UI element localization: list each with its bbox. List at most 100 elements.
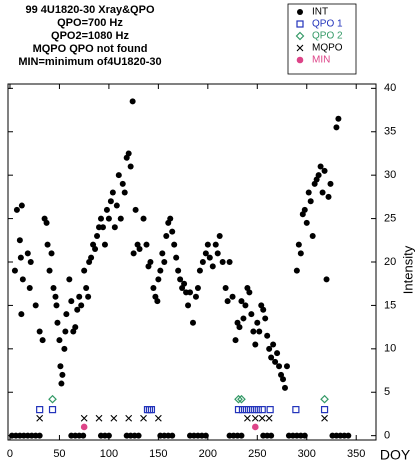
x-tick-label: 200 <box>199 448 217 460</box>
point <box>325 193 332 200</box>
point <box>234 406 243 414</box>
point <box>74 306 81 313</box>
point <box>97 215 104 222</box>
x-tick-label: 350 <box>347 448 365 460</box>
legend-marker <box>297 9 303 15</box>
point <box>88 254 95 261</box>
point <box>78 302 85 309</box>
point <box>260 306 267 313</box>
point <box>248 311 255 318</box>
point <box>44 241 51 248</box>
point <box>80 432 87 439</box>
legend-label: QPO 2 <box>312 31 343 42</box>
point <box>125 150 132 157</box>
point <box>48 394 57 404</box>
point <box>301 432 308 439</box>
point <box>140 215 147 222</box>
point <box>206 254 213 261</box>
point <box>258 414 266 422</box>
point <box>252 341 259 348</box>
point <box>297 250 304 257</box>
point <box>246 289 253 296</box>
point <box>105 432 112 439</box>
point <box>214 250 221 257</box>
point <box>266 345 273 352</box>
point <box>246 406 254 414</box>
point <box>110 414 118 422</box>
point <box>301 206 308 213</box>
point <box>187 289 194 296</box>
point <box>58 380 65 387</box>
point <box>251 414 259 422</box>
point <box>54 319 61 326</box>
point <box>140 414 147 422</box>
legend-marker <box>296 20 304 28</box>
point <box>26 285 33 292</box>
point <box>66 276 73 283</box>
y-tick-label: 5 <box>384 386 390 398</box>
point <box>232 337 239 344</box>
point <box>185 302 192 309</box>
point <box>327 180 334 187</box>
legend-label: MIN <box>312 55 330 66</box>
point <box>272 358 279 365</box>
point <box>85 293 92 300</box>
point <box>129 98 136 105</box>
x-tick-label: 0 <box>7 448 13 460</box>
point <box>202 432 209 439</box>
point <box>237 394 246 404</box>
y-axis-label: Intensity <box>400 245 415 294</box>
point <box>157 267 164 274</box>
point <box>111 224 118 231</box>
y-tick-label: 15 <box>384 299 396 311</box>
point <box>72 324 79 331</box>
point <box>216 232 223 239</box>
point <box>99 224 106 231</box>
point <box>293 267 300 274</box>
point <box>94 232 101 239</box>
point <box>59 371 66 378</box>
point <box>161 259 168 265</box>
point <box>92 245 99 252</box>
point <box>121 189 128 196</box>
point <box>265 414 273 422</box>
point <box>209 263 216 270</box>
point <box>323 276 330 283</box>
x-tick-label: 300 <box>298 448 316 460</box>
point <box>212 241 219 248</box>
x-tick-label: 250 <box>248 448 266 460</box>
point <box>238 406 247 414</box>
chart-title: QPO=700 Hz <box>57 17 123 29</box>
point <box>18 202 25 209</box>
point <box>295 241 302 248</box>
point <box>219 259 226 265</box>
point <box>303 219 310 226</box>
chart-title: MQPO QPO not found <box>33 43 148 55</box>
point <box>321 167 328 174</box>
point <box>56 337 63 344</box>
point <box>62 328 69 335</box>
point <box>171 241 178 248</box>
point <box>113 202 120 209</box>
point <box>76 293 83 300</box>
point <box>307 198 314 205</box>
point <box>236 324 243 331</box>
y-tick-label: 10 <box>384 343 396 355</box>
point <box>169 432 176 439</box>
y-tick-label: 0 <box>384 430 390 442</box>
point <box>155 276 162 283</box>
chart-title: QPO2=1080 Hz <box>51 30 129 42</box>
point <box>50 285 57 292</box>
legend-marker <box>296 56 304 64</box>
point <box>132 206 139 213</box>
point <box>147 406 156 414</box>
point <box>150 285 157 292</box>
point <box>250 328 257 335</box>
point <box>53 302 60 309</box>
point <box>274 350 281 357</box>
y-tick-label: 40 <box>384 82 396 94</box>
plot-frame <box>7 83 377 441</box>
point <box>17 254 24 261</box>
point <box>345 432 352 439</box>
